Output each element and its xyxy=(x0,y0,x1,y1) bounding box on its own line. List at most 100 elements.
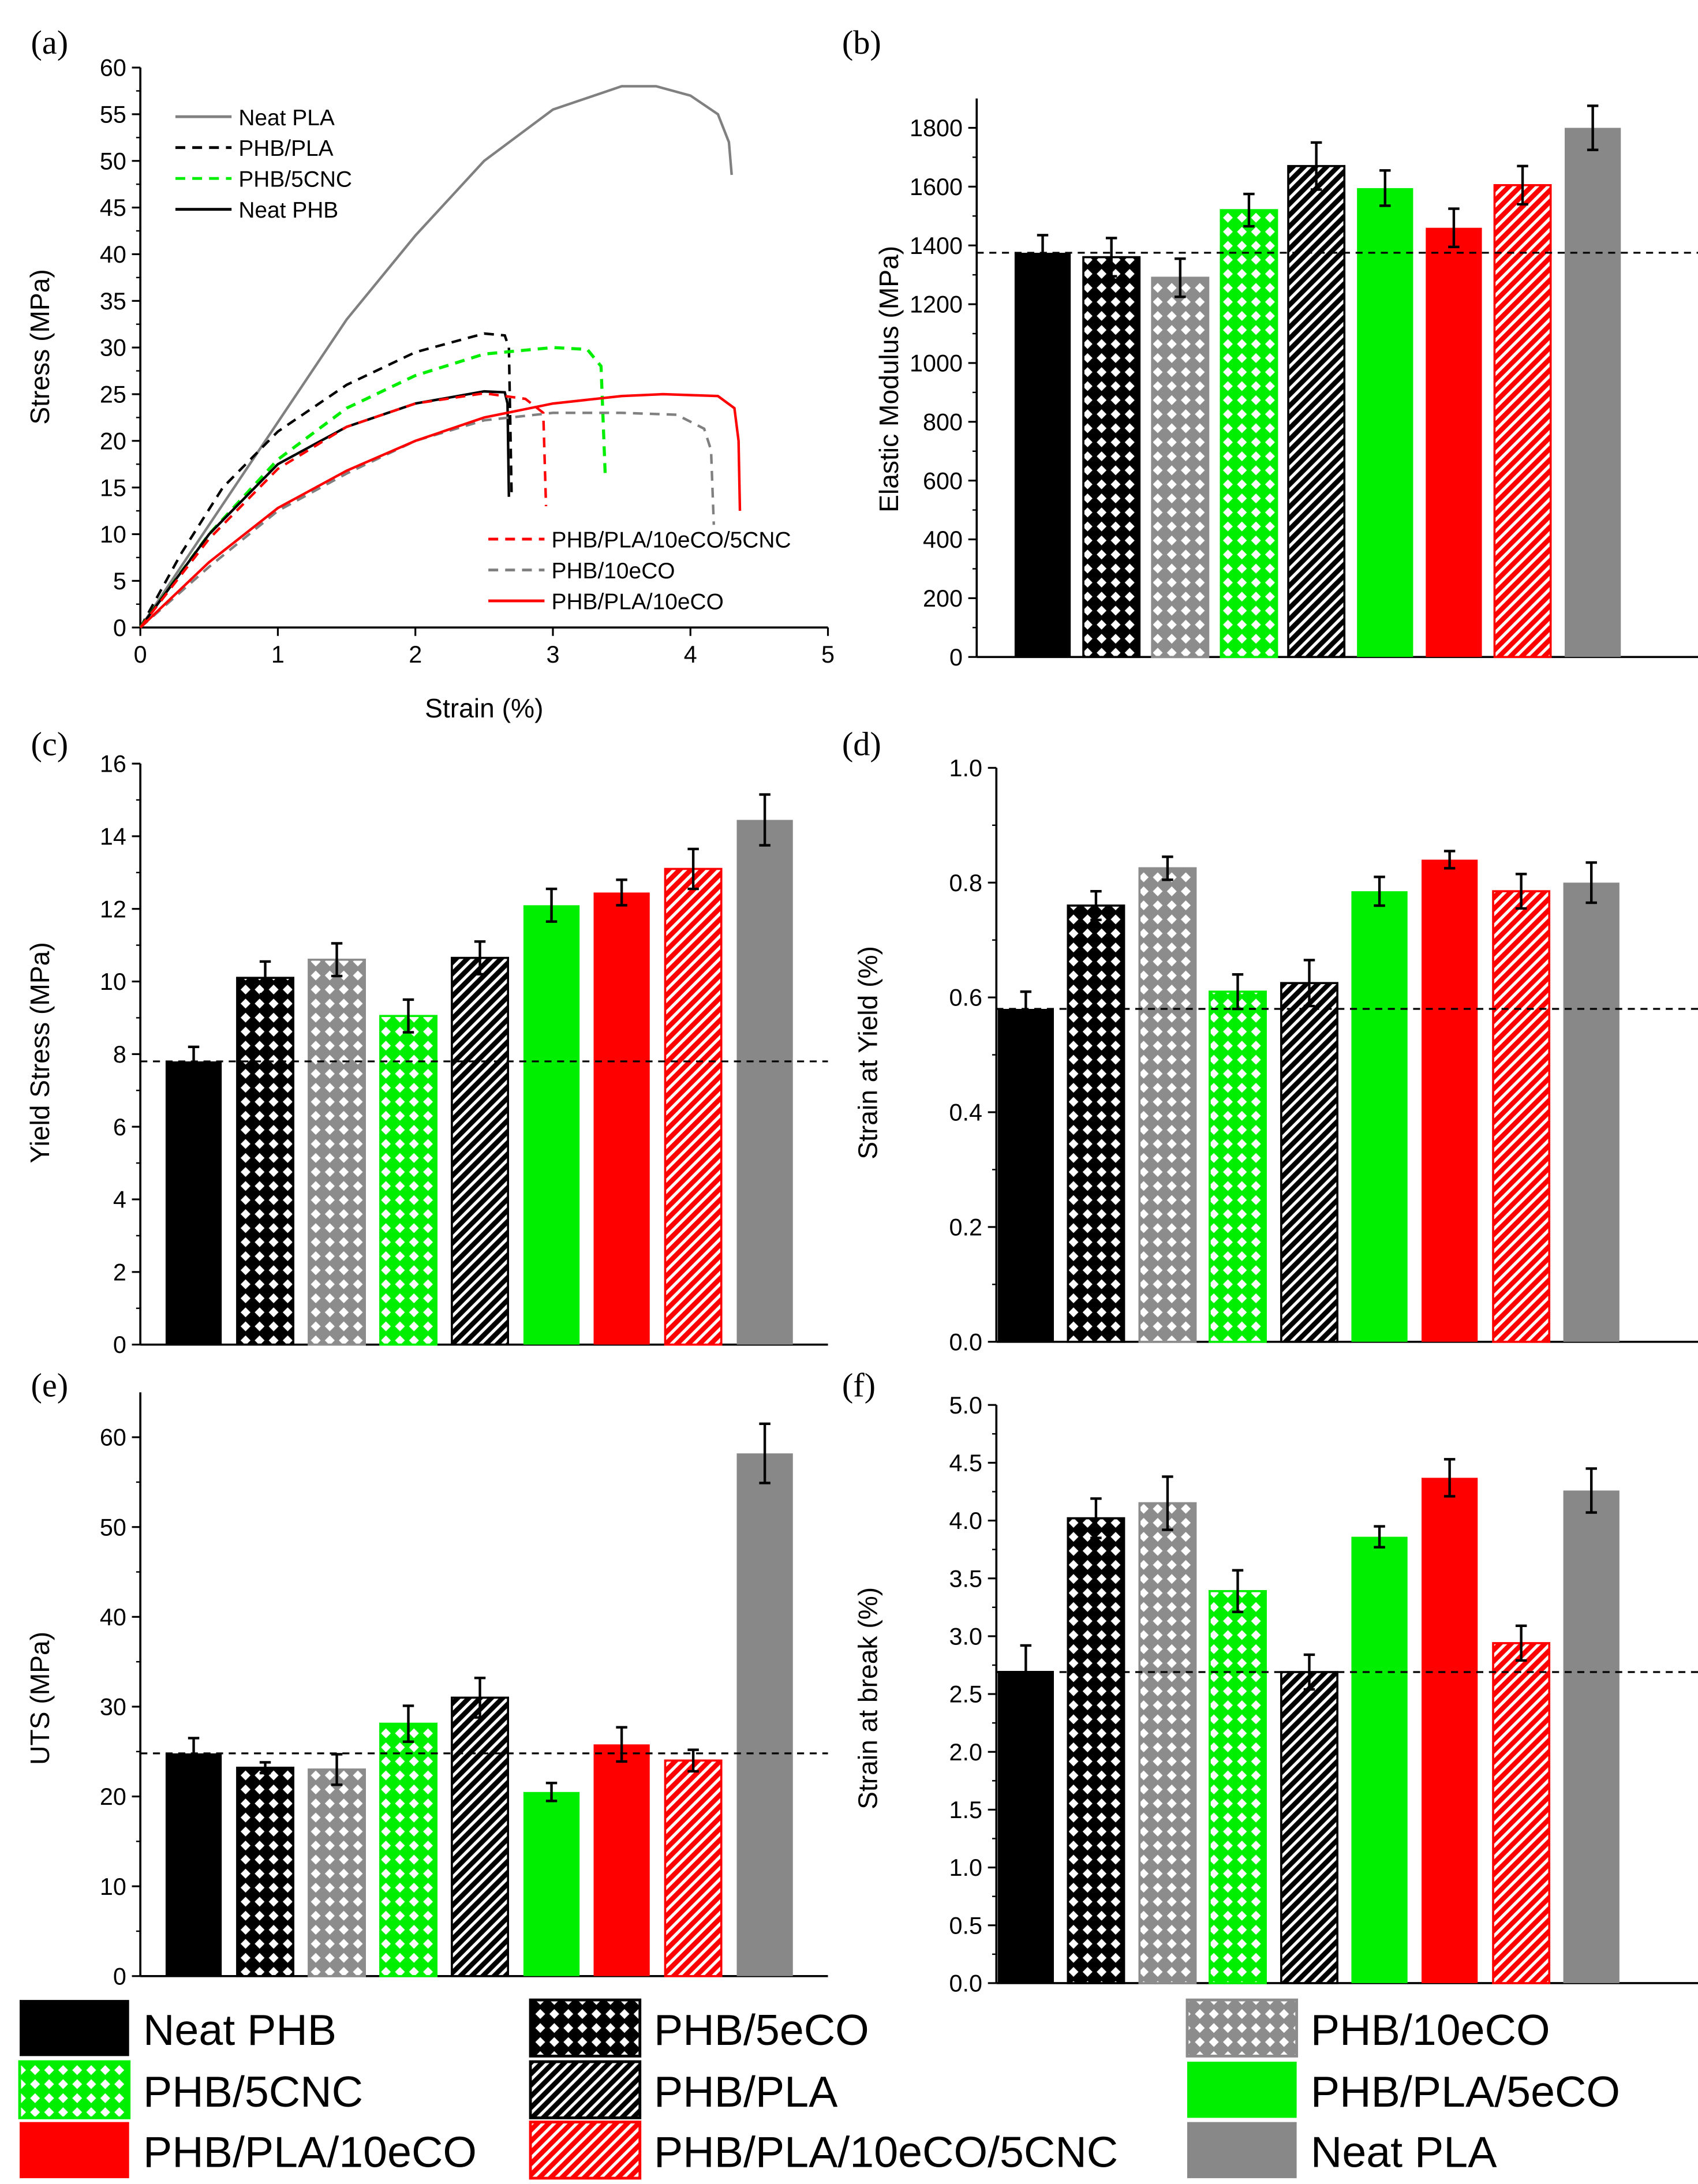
y-tick-label: 25 xyxy=(100,382,126,408)
y-tick-label: 800 xyxy=(923,409,963,435)
x-axis-label: Strain (%) xyxy=(425,693,543,723)
bar-phb-pla-5eco xyxy=(1351,891,1408,1342)
error-bar-neat-phb xyxy=(1020,1644,1032,1698)
error-bar-phb-pla-10eco xyxy=(616,878,627,907)
y-axis-label: Elastic Modulus (MPa) xyxy=(874,246,904,513)
bar-phb-10eco xyxy=(308,1768,366,1977)
bar-neat-pla xyxy=(1563,1490,1620,1983)
panel-d: (d) 0.0 0.2 0.4 0.6 0.8 1.0 Strain at Yield (%) xyxy=(842,725,1698,1355)
bar-phb-10eco xyxy=(1138,867,1197,1343)
bar-phb-pla-10eco xyxy=(593,892,650,1345)
error-bar-phb-pla-10eco xyxy=(616,1726,627,1763)
bar-phb-pla-5eco xyxy=(523,905,580,1345)
x-tick-label: 1 xyxy=(271,641,285,668)
y-tick-label: 1200 xyxy=(910,291,963,318)
bar-phb-5eco xyxy=(1067,1517,1125,1984)
panel-label: (f) xyxy=(842,1367,876,1404)
bar-phb-5cnc xyxy=(379,1722,437,1977)
y-tick-label: 20 xyxy=(100,428,126,454)
error-bar-phb-10eco xyxy=(1162,1475,1173,1531)
legend-label-phb-pla-10eco-5cnc: PHB/PLA/10eCO/5CNC xyxy=(552,528,791,553)
y-tick-label: 1800 xyxy=(910,115,963,141)
y-tick-label: 16 xyxy=(100,751,126,777)
panel-label: (b) xyxy=(842,24,881,61)
y-tick-label: 600 xyxy=(923,468,963,494)
y-tick-label: 20 xyxy=(100,1783,126,1810)
y-axis-label: Stress (MPa) xyxy=(25,269,55,424)
shared-legend: Neat PHB PHB/5eCO PHB/10eCO PHB/5CNC PHB/PLA… xyxy=(18,1998,1620,2180)
legend-label-phb-pla-5eco: PHB/PLA/5eCO xyxy=(1311,2067,1620,2116)
bar-phb-5cnc xyxy=(1209,990,1267,1343)
legend-label-neat-phb: Neat PHB xyxy=(238,198,338,223)
bar-phb-pla-10eco-5cnc xyxy=(1492,890,1551,1343)
error-bar-phb-pla xyxy=(474,1676,486,1719)
y-tick-label: 1600 xyxy=(910,174,963,200)
bar-phb-5cnc xyxy=(1220,209,1278,659)
error-bar-phb-5eco xyxy=(259,960,271,996)
y-tick-label: 0 xyxy=(113,1332,126,1358)
error-bar-phb-pla-10eco-5cnc xyxy=(1515,1624,1527,1662)
y-tick-label: 60 xyxy=(100,1424,126,1451)
error-bar-phb-5cnc xyxy=(402,998,414,1034)
legend-label-neat-phb: Neat PHB xyxy=(143,2006,336,2054)
y-tick-label: 10 xyxy=(100,1873,126,1900)
legend-label-phb-pla: PHB/PLA xyxy=(654,2067,838,2116)
error-bar-phb-pla xyxy=(1303,1653,1315,1691)
bar-phb-10eco xyxy=(1138,1502,1197,1984)
x-tick-label: 0 xyxy=(134,641,147,668)
y-tick-label: 200 xyxy=(923,585,963,612)
error-bar-phb-pla-5eco xyxy=(1374,1525,1385,1549)
bar-phb-pla-10eco-5cnc xyxy=(1493,184,1552,659)
y-tick-label: 30 xyxy=(100,1694,126,1721)
bar-neat-pla xyxy=(1565,128,1621,657)
line-phb-pla xyxy=(139,332,513,629)
y-tick-label: 4.5 xyxy=(949,1450,982,1476)
bar-phb-pla-10eco xyxy=(1426,227,1482,657)
bar-phb-pla xyxy=(451,1696,509,1977)
y-tick-label: 0 xyxy=(113,1963,126,1989)
y-axis-label: Yield Stress (MPa) xyxy=(25,942,55,1163)
error-bar-phb-10eco xyxy=(1162,855,1173,881)
legend-swatch-phb-pla xyxy=(529,2060,642,2119)
error-bar-phb-5cnc xyxy=(402,1704,414,1743)
y-tick-label: 0.0 xyxy=(949,1970,982,1997)
line-phb-10eco xyxy=(139,412,715,629)
bar-phb-pla-10eco-5cnc xyxy=(664,867,723,1346)
y-tick-label: 1.5 xyxy=(949,1797,982,1823)
y-tick-label: 60 xyxy=(100,55,126,81)
x-tick-label: 5 xyxy=(821,641,835,668)
error-bar-phb-pla-10eco-5cnc xyxy=(1517,164,1528,206)
error-bar-phb-pla-5eco xyxy=(1374,876,1385,907)
bar-phb-5eco xyxy=(1067,904,1125,1343)
legend-label-phb-pla-10eco: PHB/PLA/10eCO xyxy=(143,2127,477,2176)
y-tick-label: 10 xyxy=(100,521,126,548)
bar-neat-phb xyxy=(997,1671,1054,1983)
error-bar-phb-pla-5eco xyxy=(545,1782,558,1802)
y-tick-label: 0 xyxy=(949,644,963,671)
bar-phb-10eco xyxy=(308,958,366,1346)
line-neat-pla xyxy=(139,85,733,629)
error-bar-phb-pla xyxy=(1303,959,1315,1008)
legend-swatch-phb-pla-10eco xyxy=(20,2122,129,2178)
x-tick-label: 2 xyxy=(409,641,422,668)
legend-swatch-phb-5cnc xyxy=(18,2060,131,2119)
y-tick-label: 5.0 xyxy=(949,1392,982,1419)
panel-label: (a) xyxy=(31,24,68,61)
error-bar-phb-pla-10eco-5cnc xyxy=(687,1748,699,1773)
y-tick-label: 1400 xyxy=(910,233,963,259)
y-axis-label: UTS (MPa) xyxy=(25,1632,55,1765)
error-bar-neat-pla xyxy=(1585,1467,1597,1514)
y-tick-label: 3.5 xyxy=(949,1565,982,1592)
panel-label: (e) xyxy=(31,1367,68,1404)
error-bar-phb-5eco xyxy=(1105,237,1117,278)
y-tick-label: 0 xyxy=(113,615,126,641)
legend-label-phb-10eco: PHB/10eCO xyxy=(552,559,675,584)
panel-label: (d) xyxy=(842,725,881,762)
y-tick-label: 4.0 xyxy=(949,1508,982,1534)
line-phb-5cnc xyxy=(139,346,607,629)
y-tick-label: 2 xyxy=(113,1259,126,1285)
y-tick-label: 55 xyxy=(100,102,126,128)
error-bar-neat-pla xyxy=(759,793,771,847)
line-phb-pla-10eco xyxy=(139,392,742,629)
